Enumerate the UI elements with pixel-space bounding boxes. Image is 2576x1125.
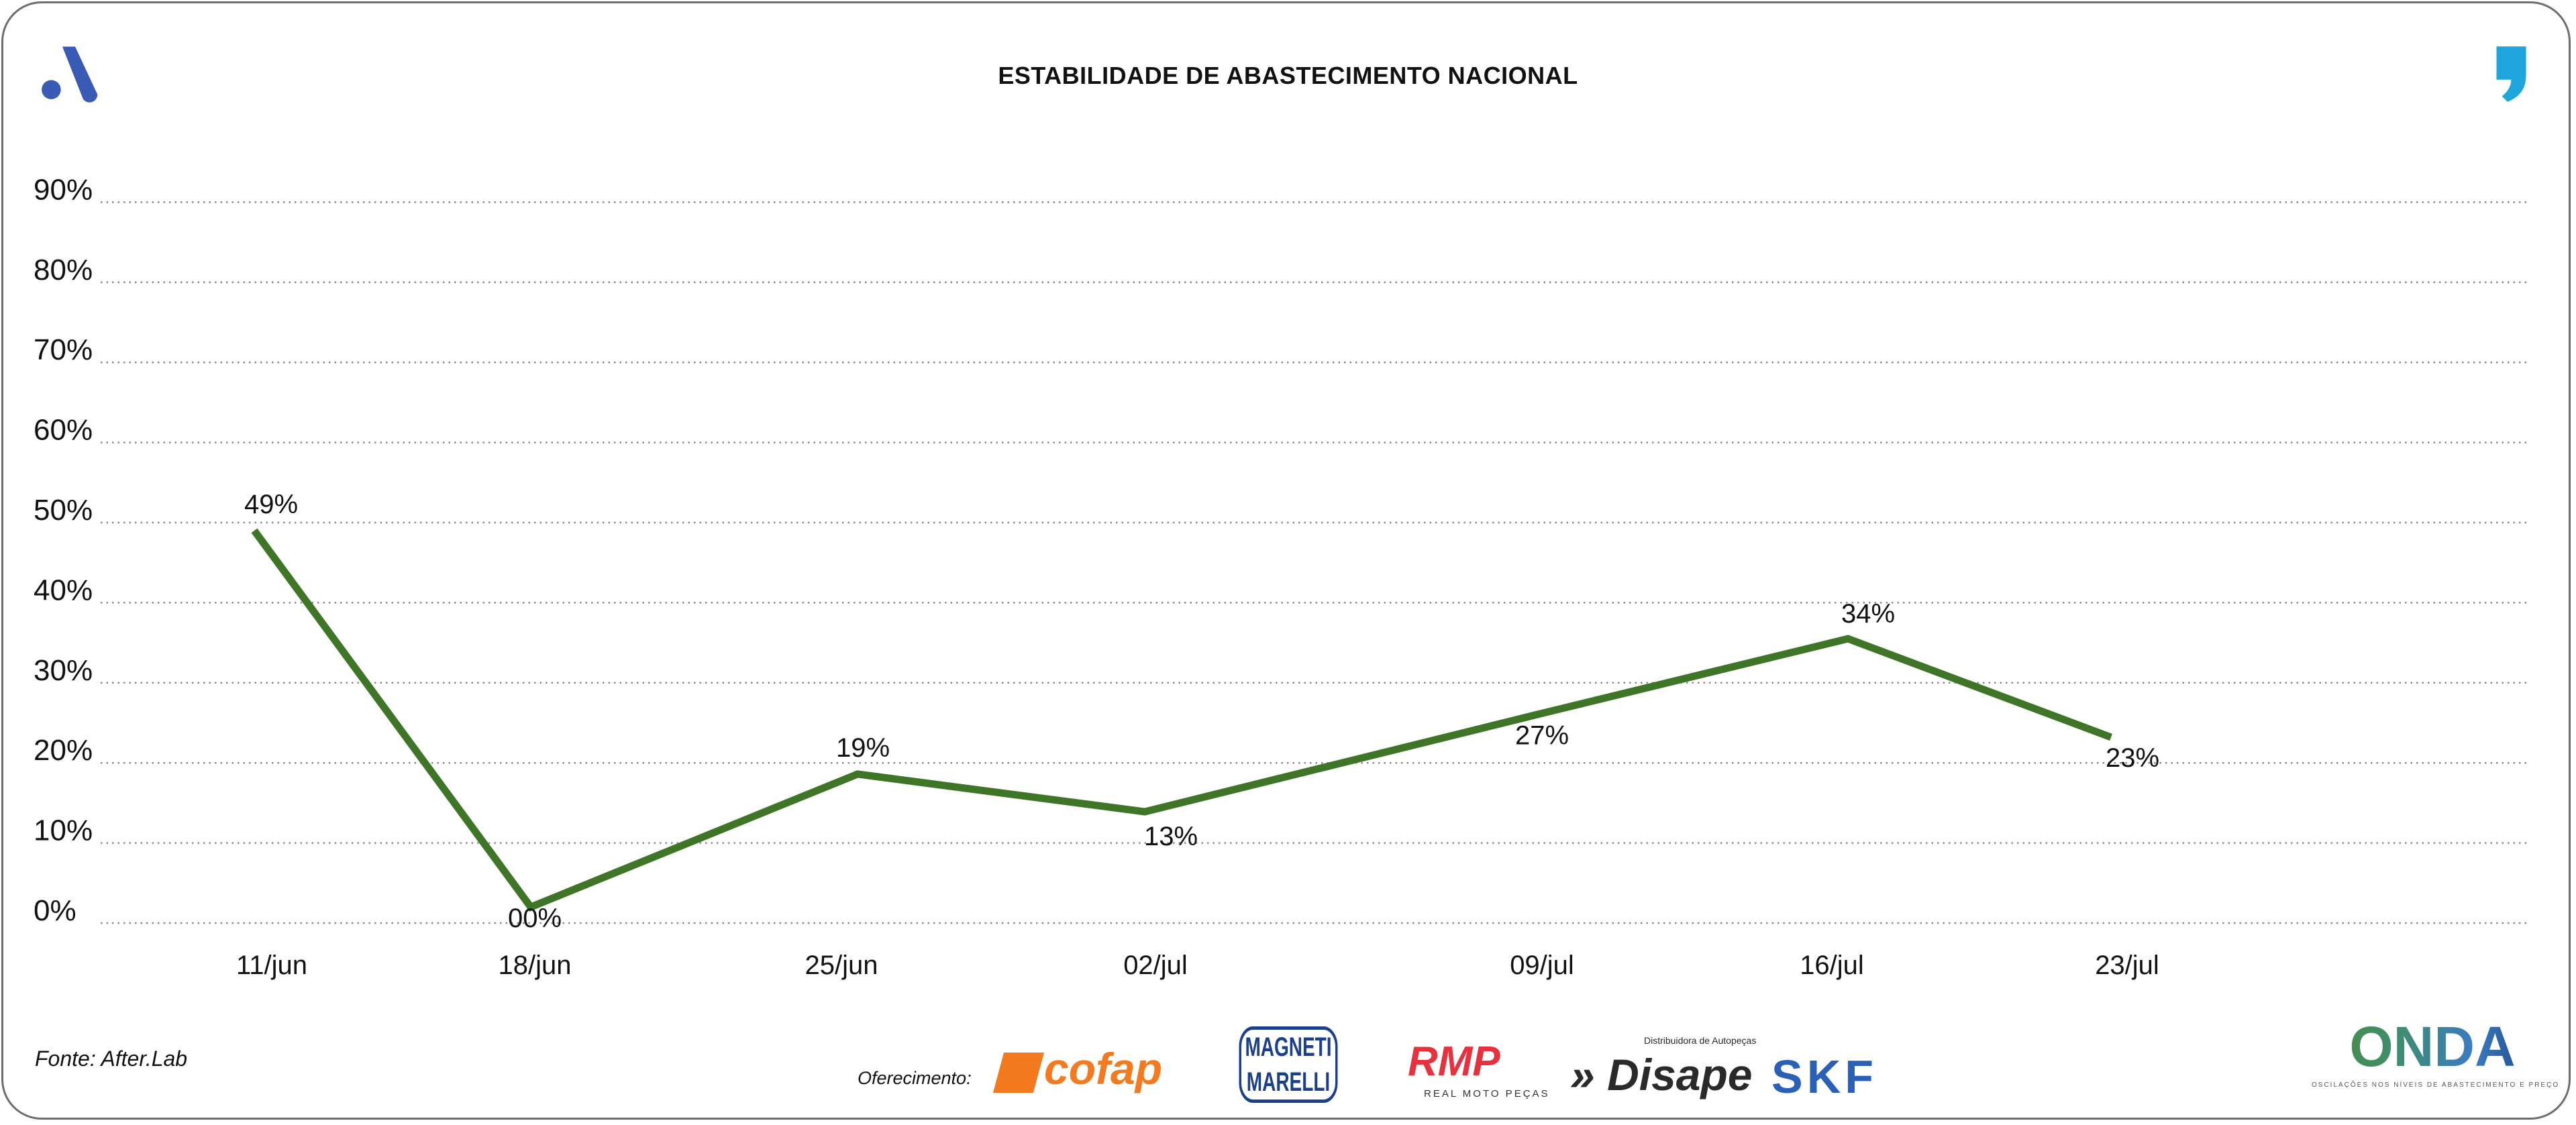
magneti-marelli-logo: MAGNETI MARELLI xyxy=(1239,1026,1338,1103)
data-label: 49% xyxy=(244,490,298,519)
y-tick-label: 50% xyxy=(34,494,93,527)
cofap-mark-icon xyxy=(992,1052,1045,1093)
y-tick-label: 0% xyxy=(34,894,76,927)
data-label: 19% xyxy=(836,733,890,763)
y-tick-label: 90% xyxy=(34,173,93,206)
series-line xyxy=(251,528,2112,912)
sponsor-label: Oferecimento: xyxy=(858,1068,972,1088)
y-tick-label: 60% xyxy=(34,414,93,447)
data-label: 34% xyxy=(1841,599,1895,629)
a-shape-logo-icon xyxy=(42,46,98,103)
x-tick-label: 16/jul xyxy=(1800,951,1864,980)
x-tick-label: 02/jul xyxy=(1123,951,1188,980)
cofap-logo: cofap xyxy=(992,1043,1162,1094)
skf-logo: SKF xyxy=(1771,1051,1877,1103)
y-tick-label: 30% xyxy=(34,654,93,687)
disape-logo: Distribuidora de Autopeças » Disape xyxy=(1570,1035,1757,1100)
x-tick-label: 09/jul xyxy=(1510,951,1574,980)
data-label: 00% xyxy=(508,904,562,933)
rmp-logo: RMP REAL MOTO PEÇAS xyxy=(1408,1038,1550,1100)
x-tick-label: 11/jun xyxy=(236,951,307,980)
x-tick-label: 18/jun xyxy=(499,951,572,980)
chart-title: ESTABILIDADE DE ABASTECIMENTO NACIONAL xyxy=(998,62,1578,89)
data-label: 23% xyxy=(2106,743,2159,773)
source-note: Fonte: After.Lab xyxy=(35,1047,188,1071)
y-tick-label: 70% xyxy=(34,333,93,366)
x-tick-label: 25/jun xyxy=(805,951,878,980)
comma-logo-icon xyxy=(2496,46,2526,102)
x-tick-label: 23/jul xyxy=(2095,951,2159,980)
disape-arrows-icon: » xyxy=(1570,1050,1595,1100)
data-label: 13% xyxy=(1144,822,1198,851)
y-tick-label: 40% xyxy=(34,574,93,606)
onda-logo: ONDA OSCILAÇÕES NOS NÍVEIS DE ABASTECIME… xyxy=(2312,1013,2558,1091)
y-tick-label: 10% xyxy=(34,814,93,847)
y-tick-label: 80% xyxy=(34,254,93,286)
y-tick-label: 20% xyxy=(34,734,93,767)
data-label: 27% xyxy=(1515,721,1569,751)
